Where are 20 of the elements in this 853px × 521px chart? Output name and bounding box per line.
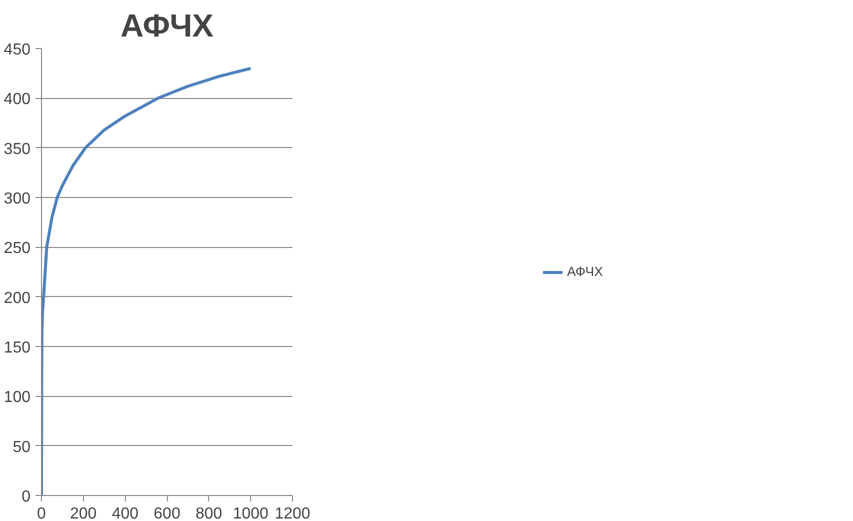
y-tick-label: 150 [4,340,31,356]
y-tick-label: 400 [4,91,31,108]
y-tick-label: 50 [12,438,31,456]
x-tick-label: 1000 [232,506,269,521]
chart-title: АФЧХ [120,8,214,44]
y-tick-label: 350 [4,140,31,158]
y-tick-label: 0 [22,488,31,506]
x-tick-label: 800 [195,506,222,521]
y-tick-label: 200 [4,290,31,307]
x-tick-label: 1200 [274,506,310,521]
legend-label: АФЧХ [566,264,604,279]
x-tick-label: 200 [70,506,97,521]
x-tick-label: 0 [37,506,46,521]
line-series [42,66,252,496]
y-tick-label: 250 [4,240,31,258]
x-tick-label: 400 [112,506,139,521]
y-tick-label: 450 [4,42,31,58]
y-tick-label: 100 [4,389,31,406]
x-tick-label: 600 [154,506,180,521]
y-tick-label: 300 [4,190,31,208]
